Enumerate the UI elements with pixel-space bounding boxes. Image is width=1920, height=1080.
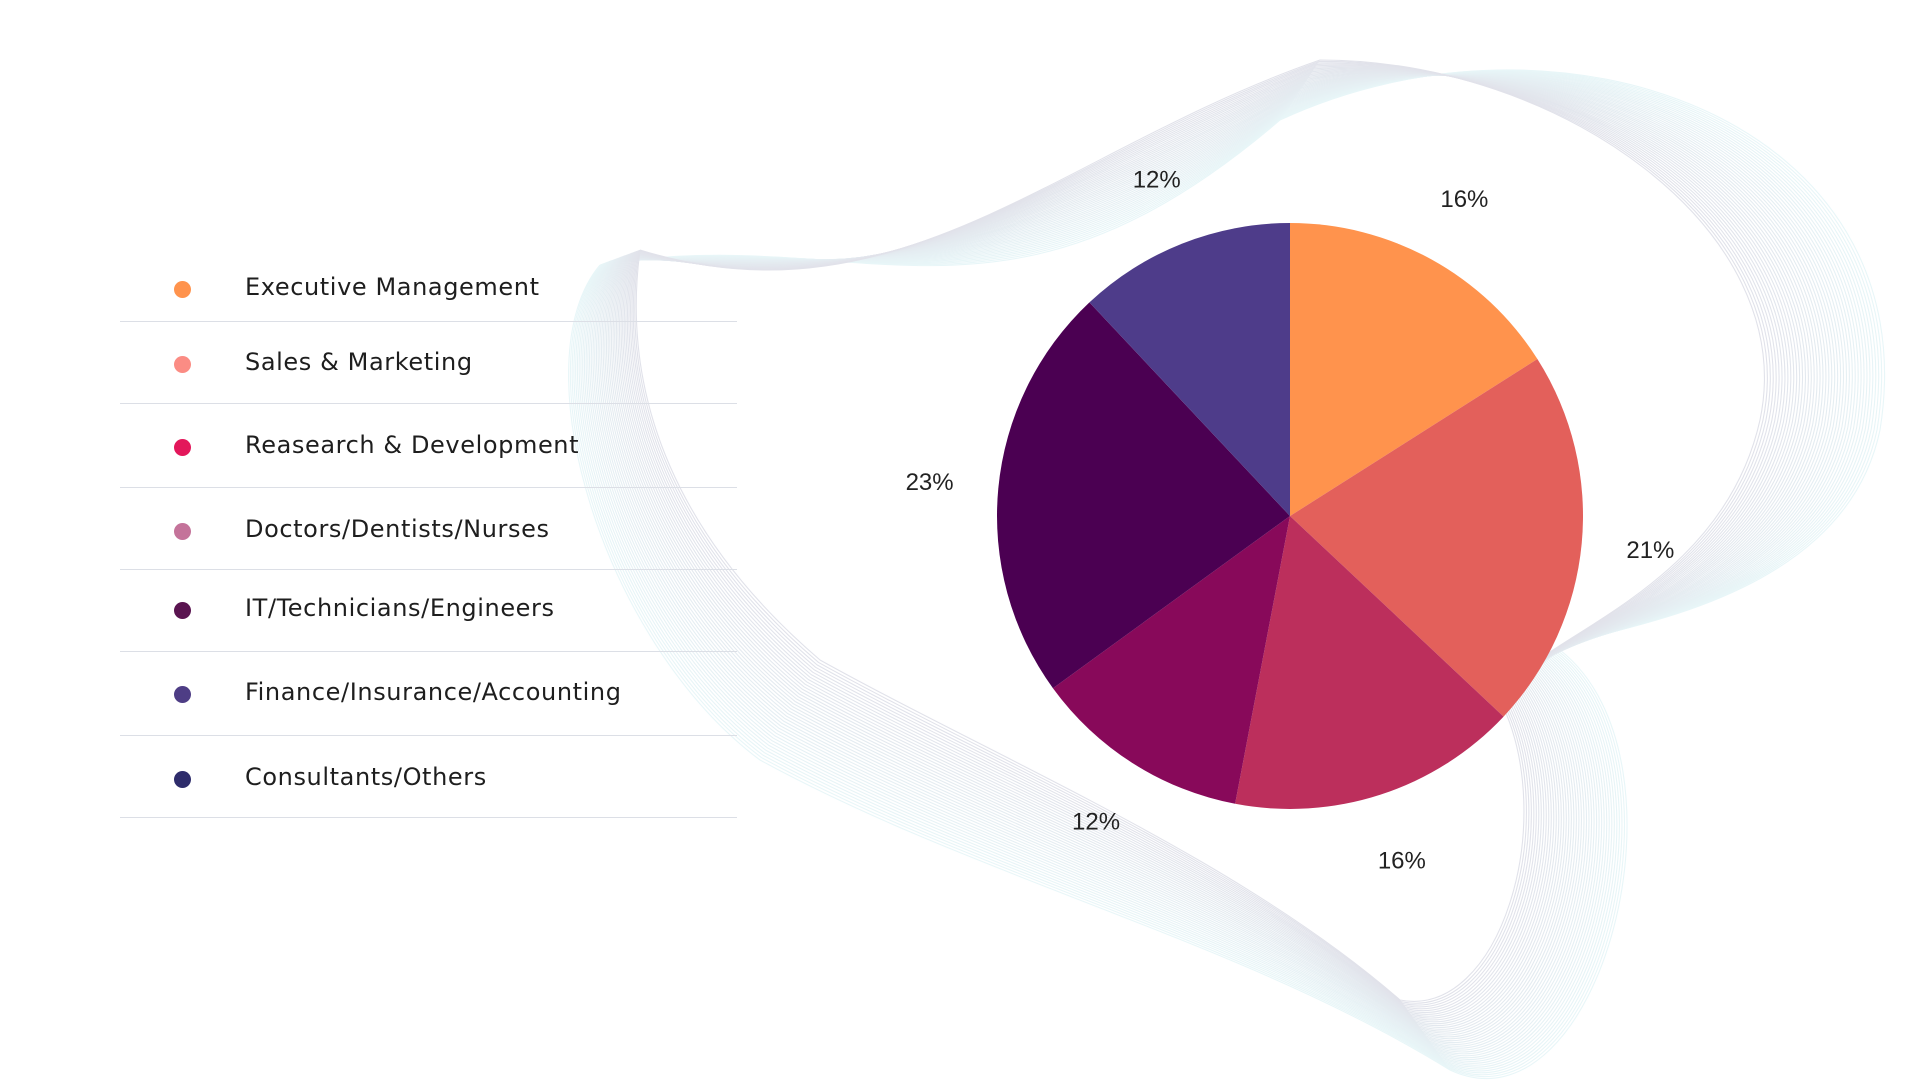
legend-item: Consultants/Others xyxy=(120,736,737,818)
legend-label: Sales & Marketing xyxy=(245,348,473,376)
legend-color-dot xyxy=(174,523,191,540)
legend-color-dot xyxy=(174,602,191,619)
pie-slice xyxy=(1052,516,1290,804)
legend-item: Reasearch & Development xyxy=(120,404,737,488)
background-wave-line xyxy=(580,72,1865,1066)
pie-slice-label: 12% xyxy=(1133,166,1181,193)
legend-color-dot xyxy=(174,439,191,456)
pie-slice xyxy=(996,302,1290,689)
legend-color-dot xyxy=(174,281,191,298)
pie-slice-label: 16% xyxy=(1440,186,1488,213)
legend-color-dot xyxy=(174,356,191,373)
background-wave-line xyxy=(583,73,1859,1062)
legend-label: Reasearch & Development xyxy=(245,431,580,459)
pie-slice xyxy=(1235,516,1504,809)
legend-color-dot xyxy=(174,771,191,788)
pie-slice-label: 16% xyxy=(1378,847,1426,874)
background-wave-line xyxy=(582,72,1862,1064)
legend-label: Consultants/Others xyxy=(245,763,487,791)
pie-slice xyxy=(1089,223,1290,516)
pie-slice xyxy=(1290,223,1538,516)
pie-slice-label: 12% xyxy=(1072,809,1120,836)
pie-slice xyxy=(1290,359,1583,717)
legend-label: Executive Management xyxy=(245,273,540,301)
legend-item: Executive Management xyxy=(120,250,737,322)
background-wave-line xyxy=(585,73,1856,1061)
legend-item: IT/Technicians/Engineers xyxy=(120,570,737,652)
background-wave-line xyxy=(587,73,1853,1059)
legend-item: Doctors/Dentists/Nurses xyxy=(120,488,737,570)
pie-slice-label: 21% xyxy=(1626,537,1674,564)
legend: Executive Management Sales & Marketing Rea… xyxy=(120,250,737,818)
legend-item: Finance/Insurance/Accounting xyxy=(120,652,737,736)
pie-slice-label: 23% xyxy=(906,469,954,496)
legend-item: Sales & Marketing xyxy=(120,322,737,404)
legend-label: Doctors/Dentists/Nurses xyxy=(245,515,550,543)
legend-label: IT/Technicians/Engineers xyxy=(245,594,555,622)
legend-label: Finance/Insurance/Accounting xyxy=(245,678,622,706)
legend-color-dot xyxy=(174,686,191,703)
